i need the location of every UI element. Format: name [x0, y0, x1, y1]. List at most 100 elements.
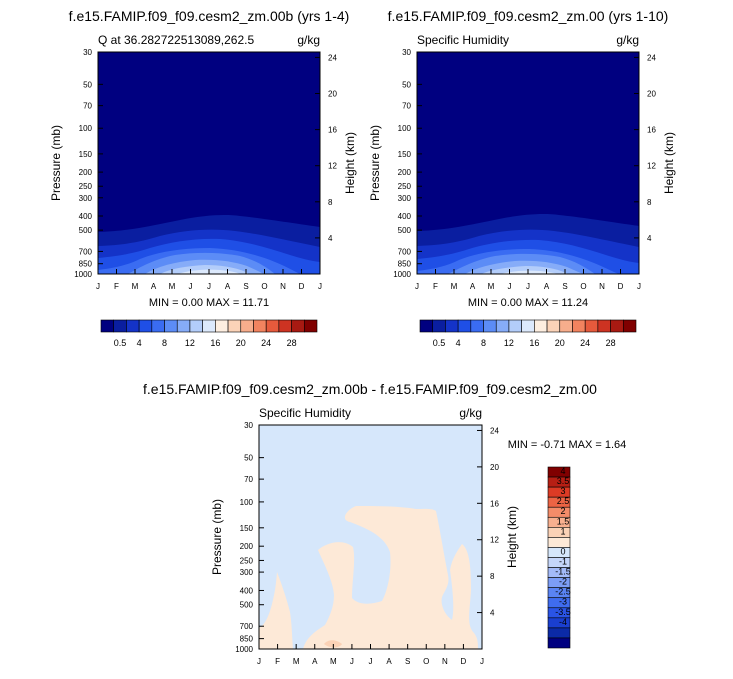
y-tick-label: 700: [240, 622, 254, 631]
colorbar-label: -1.5: [555, 567, 571, 577]
panel-title: f.e15.FAMIP.f09_f09.cesm2_zm.00 (yrs 1-1…: [388, 8, 669, 24]
colorbar-label: 28: [287, 338, 297, 348]
colorbar-swatch: [265, 319, 280, 333]
panel-model-00b: f.e15.FAMIP.f09_f09.cesm2_zm.00b (yrs 1-…: [49, 8, 357, 309]
contour-field: [98, 52, 320, 274]
colorbar-swatch: [572, 319, 586, 333]
colorbar-swatch: [559, 319, 573, 333]
colorbar-label: -1: [559, 557, 567, 567]
colorbar-swatch: [521, 319, 535, 333]
x-tick-label: O: [261, 282, 267, 291]
colorbar-label: 4: [560, 466, 565, 476]
y-tick-label: 150: [240, 524, 254, 533]
y-tick-label: 500: [240, 601, 254, 610]
colorbar-difference: 43.532.521.51 0-1-1.5-2-2.5-3-3.5-4: [547, 466, 571, 649]
colorbar-label: 1: [560, 526, 565, 536]
x-tick-label: S: [562, 282, 567, 291]
colorbar-label: -2.5: [555, 587, 571, 597]
panel-subtitle: Q at 36.282722513089,262.5: [98, 33, 254, 47]
y-axis-label: Pressure (mb): [368, 125, 382, 201]
colorbar-swatch: [584, 319, 599, 333]
y-tick-label: 50: [244, 454, 253, 463]
panel-title: f.e15.FAMIP.f09_f09.cesm2_zm.00b - f.e15…: [143, 381, 597, 397]
x-tick-label: A: [151, 282, 157, 291]
x-tick-label: D: [299, 282, 305, 291]
y-right-tick-label: 16: [647, 126, 656, 135]
y-tick-label: 250: [240, 556, 254, 565]
colorbar-swatch: [138, 319, 153, 333]
colorbar-label: -4: [559, 617, 567, 627]
x-tick-label: D: [618, 282, 624, 291]
x-tick-label: J: [257, 657, 261, 666]
y-right-tick-label: 16: [328, 126, 337, 135]
y-right-tick-label: 8: [647, 198, 652, 207]
y-tick-label: 150: [79, 150, 93, 159]
y-tick-label: 850: [398, 260, 412, 269]
y-right-tick-label: 12: [490, 536, 499, 545]
colorbar-label: 1.5: [557, 516, 570, 526]
y-right-tick-label: 20: [647, 90, 656, 99]
colorbar-label: 2.5: [557, 496, 570, 506]
x-tick-label: J: [189, 282, 193, 291]
y-right-tick-label: 8: [328, 198, 333, 207]
y-tick-label: 50: [402, 80, 411, 89]
y-tick-label: 400: [398, 212, 412, 221]
y-right-tick-label: 24: [328, 53, 337, 62]
colorbar-label: 4: [137, 338, 142, 348]
colorbar-label: 20: [236, 338, 246, 348]
x-tick-label: N: [280, 282, 286, 291]
y-right-tick-label: 12: [328, 162, 337, 171]
colorbar-label: 24: [580, 338, 590, 348]
x-tick-label: J: [526, 282, 530, 291]
y-tick-label: 30: [244, 421, 253, 430]
y-tick-label: 30: [83, 48, 92, 57]
panel-units: g/kg: [297, 33, 320, 47]
y-tick-label: 700: [79, 247, 93, 256]
colorbar-label: 4: [456, 338, 461, 348]
x-tick-label: D: [461, 657, 467, 666]
y-tick-label: 200: [398, 168, 412, 177]
x-tick-label: O: [423, 657, 429, 666]
x-tick-label: J: [415, 282, 419, 291]
y-tick-label: 100: [240, 498, 254, 507]
x-tick-label: F: [114, 282, 119, 291]
colorbar-swatch: [303, 319, 318, 333]
y-right-tick-label: 24: [647, 53, 656, 62]
colorbar-swatch: [151, 319, 165, 333]
colorbar-swatch: [547, 527, 571, 538]
y-right-axis-label: Height (km): [505, 506, 519, 568]
y-tick-label: 400: [240, 586, 254, 595]
colorbar-absolute: 0.5 4 8 12 16 20 24 28: [419, 319, 637, 348]
x-tick-label: A: [225, 282, 231, 291]
panel-units: g/kg: [616, 33, 639, 47]
colorbar-swatch: [470, 319, 484, 333]
colorbar-swatch: [597, 319, 611, 333]
y-tick-label: 500: [79, 226, 93, 235]
x-tick-label: J: [96, 282, 100, 291]
colorbar-label: 0: [560, 546, 565, 556]
panel-subtitle: Specific Humidity: [259, 406, 351, 420]
colorbar-swatch: [622, 319, 637, 333]
colorbar-swatch: [253, 319, 267, 333]
y-tick-label: 70: [244, 475, 253, 484]
colorbar-label: 8: [481, 338, 486, 348]
y-right-tick-label: 4: [490, 609, 495, 618]
y-tick-label: 1000: [74, 270, 92, 279]
y-tick-label: 150: [398, 150, 412, 159]
colorbar-label: -3: [559, 597, 567, 607]
x-tick-label: J: [637, 282, 641, 291]
y-axis-label: Pressure (mb): [49, 125, 63, 201]
colorbar-swatch: [164, 319, 178, 333]
y-tick-label: 700: [398, 247, 412, 256]
y-tick-label: 70: [402, 102, 411, 111]
colorbar-label: 8: [162, 338, 167, 348]
colorbar-swatch: [100, 319, 115, 333]
colorbar-label: 12: [504, 338, 514, 348]
x-tick-label: S: [405, 657, 410, 666]
colorbar-label: 12: [185, 338, 195, 348]
colorbar-label: 24: [261, 338, 271, 348]
colorbar-swatch: [189, 319, 203, 333]
